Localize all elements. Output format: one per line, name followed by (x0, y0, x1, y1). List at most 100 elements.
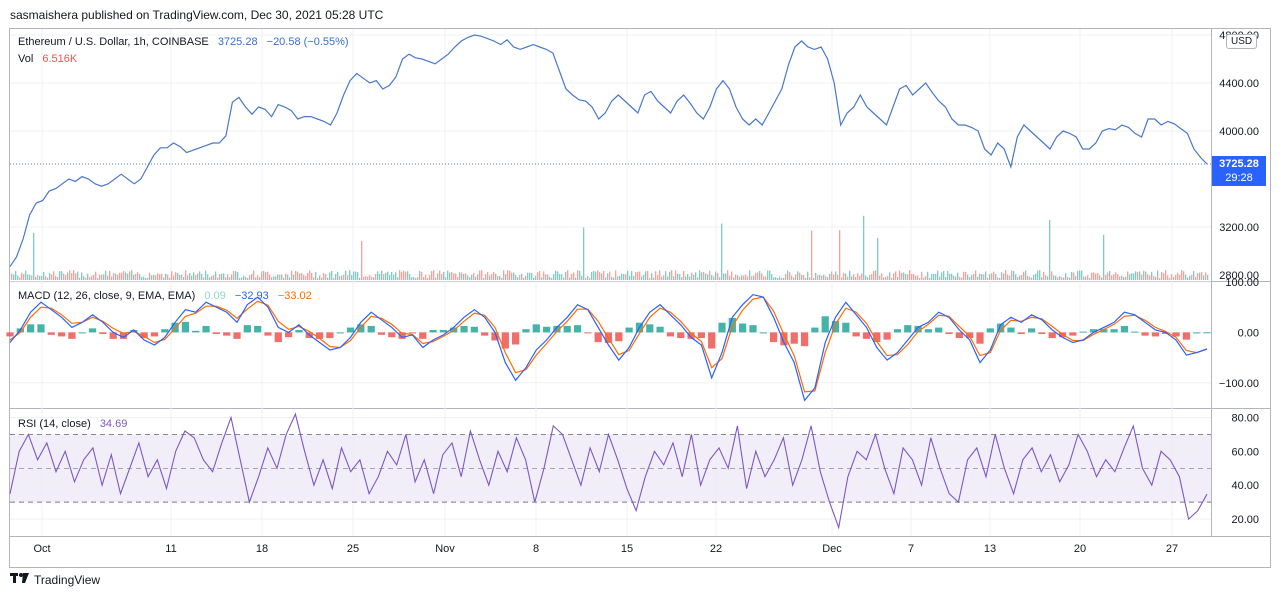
volume-bar (1085, 276, 1087, 280)
volume-bar (477, 274, 479, 280)
volume-bar (817, 275, 819, 280)
rsi-title[interactable]: RSI (14, close) (18, 418, 91, 430)
volume-bar (573, 272, 575, 280)
volume-bar (415, 277, 417, 280)
volume-bar (85, 277, 87, 280)
volume-bar (313, 277, 315, 280)
macd-title[interactable]: MACD (12, 26, close, 9, EMA, EMA) (18, 290, 196, 302)
volume-bar (1095, 273, 1097, 280)
volume-bar (307, 273, 309, 280)
macd-histogram-bar (470, 326, 478, 333)
volume-bar (871, 274, 873, 280)
symbol-title[interactable]: Ethereum / U.S. Dollar, 1h, COINBASE (18, 36, 209, 48)
footer-brand[interactable]: TradingView (34, 572, 101, 587)
macd-histogram-bar (357, 324, 365, 333)
volume-bar (55, 275, 57, 280)
volume-bar (401, 271, 403, 280)
volume-bar (1107, 272, 1109, 280)
volume-bar (649, 277, 651, 280)
footer: TradingView (10, 572, 100, 587)
volume-bar (471, 274, 473, 280)
price-axis-label: 4400.00 (1219, 78, 1259, 90)
volume-bar (123, 270, 125, 280)
volume-bar (1207, 275, 1209, 280)
volume-bar (845, 273, 847, 280)
volume-bar (691, 272, 693, 280)
volume-bar (321, 277, 323, 280)
volume-bar (95, 271, 97, 280)
volume-bar (641, 276, 643, 280)
volume-bar (215, 271, 217, 280)
macd-histogram-bar (419, 332, 427, 339)
volume-bar (205, 270, 207, 280)
volume-bar (21, 272, 23, 280)
volume-bar (421, 271, 423, 280)
volume-bar (609, 271, 611, 280)
volume-bar (869, 275, 871, 280)
tradingview-logo-icon[interactable] (10, 572, 30, 587)
macd-histogram-bar (68, 332, 76, 339)
volume-label[interactable]: Vol (18, 53, 34, 65)
volume-bar (885, 276, 887, 280)
volume-bar (385, 272, 387, 280)
volume-bar (267, 271, 269, 280)
volume-bar (107, 275, 109, 280)
volume-bar (627, 270, 629, 280)
volume-bar (941, 272, 943, 280)
volume-bar (77, 271, 79, 280)
volume-bar (1191, 274, 1193, 280)
volume-bar (969, 277, 971, 280)
volume-bar (1011, 270, 1013, 280)
volume-bar (1205, 272, 1207, 280)
volume-bar (129, 271, 131, 280)
macd-histogram-bar (398, 332, 406, 339)
price-legend: Ethereum / U.S. Dollar, 1h, COINBASE 372… (18, 36, 355, 48)
volume-bar (63, 273, 65, 280)
macd-histogram-bar (47, 332, 55, 335)
volume-bar (117, 274, 119, 280)
volume-bar (225, 277, 227, 280)
volume-bar (1015, 274, 1017, 280)
macd-histogram-bar (656, 326, 664, 333)
macd-hist-value: 0.09 (204, 290, 226, 302)
x-tick-label: Oct (33, 543, 50, 555)
volume-bar (605, 277, 607, 280)
volume-bar (957, 272, 959, 280)
volume-bar (259, 277, 261, 280)
volume-bar (15, 270, 17, 280)
volume-bar (193, 272, 195, 280)
volume-bar (847, 276, 849, 280)
volume-bar (951, 273, 953, 280)
macd-histogram-bar (821, 316, 829, 333)
volume-bar (233, 271, 235, 280)
volume-bar (163, 277, 165, 280)
volume-bar (33, 232, 35, 280)
volume-bar (439, 270, 441, 280)
volume-bar (983, 274, 985, 280)
volume-bar (331, 270, 333, 280)
macd-histogram-bar (1038, 332, 1046, 335)
volume-bar (905, 274, 907, 280)
volume-bar (461, 272, 463, 280)
volume-bar (557, 271, 559, 280)
volume-bar (851, 276, 853, 280)
volume-bar (703, 271, 705, 280)
volume-bar (1083, 276, 1085, 280)
volume-bar (881, 273, 883, 280)
volume-bar (1087, 275, 1089, 280)
price-tag-value: 3725.28 (1219, 158, 1259, 170)
price-axis-label: 2800.00 (1219, 270, 1259, 282)
macd-signal-value: −33.02 (277, 290, 312, 302)
volume-bar (623, 274, 625, 280)
volume-bar (739, 276, 741, 280)
volume-bar (569, 277, 571, 280)
volume-bar (489, 275, 491, 280)
volume-bar (1203, 275, 1205, 280)
currency-button[interactable]: USD (1226, 34, 1258, 49)
volume-bar (1057, 277, 1059, 280)
x-tick-label: 27 (1166, 543, 1178, 555)
volume-bar (911, 273, 913, 280)
rsi-axis-label: 20.00 (1231, 514, 1259, 526)
volume-bar (835, 271, 837, 280)
